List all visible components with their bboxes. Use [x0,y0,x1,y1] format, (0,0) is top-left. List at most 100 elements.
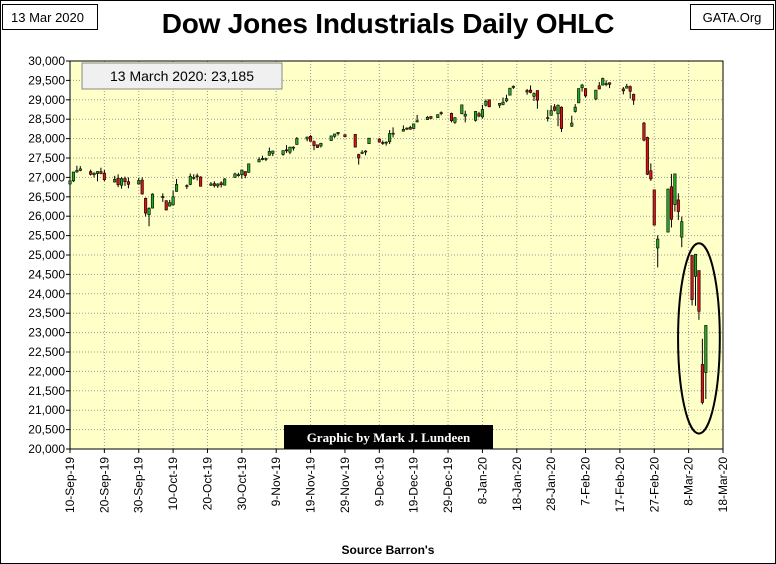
candle-up [405,127,409,130]
y-tick-label: 23,500 [28,306,65,320]
x-tick-label: 19-Dec-19 [407,457,421,513]
y-tick-label: 28,000 [28,132,65,146]
y-tick-label: 20,500 [28,423,65,437]
candle-down [212,183,216,186]
x-tick-label: 10-Oct-19 [166,457,180,511]
candle-down [525,90,529,93]
y-tick-label: 30,000 [28,54,65,68]
candle-down [669,186,673,220]
x-tick-label: 20-Oct-19 [200,457,214,511]
candle-up [532,93,536,97]
candle-down [439,112,443,114]
highlight-ellipse [677,242,721,435]
candle-up [137,180,141,185]
x-tick-label: 9-Dec-19 [372,457,386,507]
candle-up [425,116,429,120]
x-tick-label: 18-Jan-20 [510,457,524,511]
candle-down [649,170,653,180]
candle-up [260,158,265,160]
candle-down [408,127,412,130]
candle-up [329,135,333,141]
candle-down [697,270,701,312]
candle-down [102,172,106,181]
candle-up [264,158,268,160]
candle-up [68,180,72,185]
candle-up [656,238,660,249]
x-tick-label: 7-Feb-20 [579,457,593,506]
candle-down [477,113,481,117]
candle-up [113,179,117,183]
candle-down [140,179,144,195]
candle-down [583,88,588,97]
candle-down [89,171,93,175]
x-tick-label: 29-Nov-19 [338,457,352,513]
candle-down [632,94,636,101]
x-tick-label: 30-Oct-19 [235,457,249,511]
y-tick-label: 26,500 [28,190,65,204]
y-tick-label: 28,500 [28,112,65,126]
candle-down [126,181,130,185]
candle-down [116,177,120,186]
candle-down [144,198,148,214]
candle-up [463,113,467,117]
candle-up [391,132,395,135]
candle-up [233,173,237,178]
candle-up [188,175,192,185]
candle-down [700,364,704,403]
candle-up [480,109,484,118]
candle-up [704,325,708,373]
candle-up [673,173,677,205]
candle-up [288,146,292,153]
candle-up [680,221,684,238]
candle-up [436,114,440,118]
candle-down [621,88,625,92]
y-tick-label: 21,000 [28,403,65,417]
candle-up [247,163,251,173]
x-tick-label: 10-Sep-19 [63,457,77,513]
candle-down [199,176,203,187]
candle-up [267,151,271,156]
candle-down [164,200,168,211]
candle-down [381,142,385,144]
x-tick-label: 20-Sep-19 [97,457,111,513]
y-tick-label: 29,000 [28,93,65,107]
candle-up [281,150,285,155]
candle-up [71,171,75,182]
candle-up [504,98,509,102]
candle-up [185,185,189,187]
x-tick-label: 9-Nov-19 [269,457,283,507]
candle-up [501,101,505,105]
candle-up [594,89,598,100]
candle-down [123,178,127,182]
y-tick-label: 25,500 [28,229,65,243]
candle-down [312,141,316,146]
candle-up [580,84,584,89]
candle-up [295,138,299,145]
candle-down [535,90,539,101]
site-badge: GATA.Org [690,4,774,30]
y-tick-label: 20,000 [28,442,65,456]
x-tick-label: 19-Nov-19 [304,457,318,513]
candle-up [223,178,227,186]
candle-up [556,104,560,115]
candle-up [120,178,124,186]
x-tick-label: 28-Jan-20 [544,457,558,511]
x-tick-label: 30-Sep-19 [132,457,146,513]
candle-up [150,193,155,209]
candle-up [484,101,488,106]
candle-up [570,122,574,127]
candle-up [604,83,608,85]
candle-down [690,255,694,300]
candle-down [597,85,601,90]
candle-down [628,86,632,92]
candle-down [487,99,491,108]
candle-up [401,128,405,132]
candle-down [429,116,433,119]
candle-down [343,134,347,137]
candle-up [192,177,196,179]
candle-down [553,106,557,111]
candle-up [546,117,550,119]
candle-up [549,110,553,116]
candle-down [243,171,247,176]
